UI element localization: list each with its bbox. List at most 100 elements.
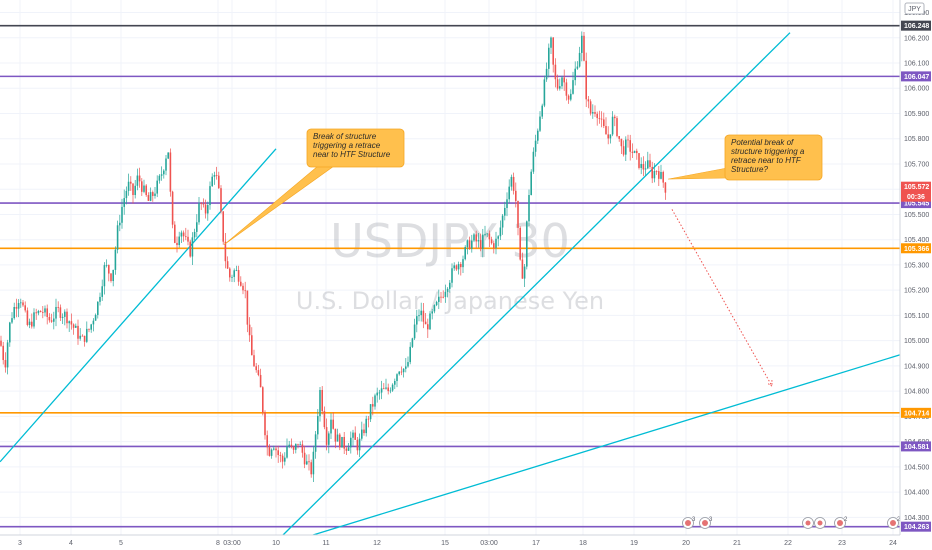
level-tag-label: 105.366 — [904, 246, 929, 253]
watermark-symbol: USDJPY 30 — [330, 214, 570, 268]
candle-body — [22, 302, 24, 306]
candle-body — [171, 191, 174, 225]
candle-body — [163, 170, 165, 175]
candle-body — [484, 234, 486, 235]
candle-body — [493, 243, 495, 248]
candle-body — [160, 174, 163, 176]
candle-body — [9, 322, 11, 343]
level-tag — [901, 243, 931, 254]
candle-body — [15, 307, 18, 309]
candle-body — [37, 311, 40, 314]
candle-body — [622, 146, 625, 155]
horizontal-levels — [0, 24, 900, 528]
candle-body — [28, 321, 31, 325]
candle-body — [257, 370, 260, 375]
candle-body — [61, 316, 64, 318]
candle-body — [378, 392, 381, 394]
candle-body — [411, 338, 414, 347]
candle-body — [242, 285, 244, 291]
candle-body — [512, 176, 515, 191]
time-axis[interactable]: 3 4 5 8 03:00 10 11 12 15 03:00 17 18 19 20 21 22 23 24 — [0, 534, 932, 550]
candle-body — [281, 455, 284, 462]
candle-body — [64, 311, 66, 317]
candle-body — [114, 249, 117, 270]
candle-body — [457, 264, 460, 270]
candle-body — [266, 435, 268, 448]
candle-body — [347, 447, 350, 451]
candle-body — [306, 461, 308, 465]
candle-body — [39, 311, 42, 312]
candle-body — [198, 203, 200, 223]
candle-body — [407, 362, 409, 367]
candle-body — [17, 303, 20, 309]
callout-text: Break of structure — [313, 132, 377, 141]
candle-body — [446, 288, 449, 292]
event-count: 2 — [844, 517, 848, 523]
candle-body — [468, 240, 471, 249]
candle-body — [501, 215, 504, 228]
level-tag — [901, 198, 931, 209]
candle-body — [279, 455, 282, 456]
last-price-label: 105.572 — [904, 184, 929, 191]
projection-arrow — [671, 209, 773, 387]
candle-body — [72, 324, 75, 328]
callout-text: Structure? — [731, 165, 768, 174]
candle-body — [649, 160, 651, 167]
candle-body — [301, 444, 304, 453]
candle-body — [240, 281, 242, 286]
candle-body — [453, 265, 455, 269]
level-tag-label: 106.248 — [904, 23, 929, 30]
candle-body — [284, 457, 286, 462]
candle-body — [462, 259, 464, 268]
price-tick-label: 105.000 — [904, 338, 929, 345]
candle-body — [299, 444, 301, 446]
candle-body — [328, 433, 330, 445]
candle-body — [130, 181, 132, 184]
candle-body — [420, 310, 422, 316]
candle-body — [288, 444, 290, 447]
candle-body — [510, 176, 513, 187]
event-badges: 3 3 2 2 — [682, 517, 901, 529]
candles — [0, 31, 667, 482]
candle-body — [290, 444, 293, 447]
time-tick-label: 24 — [889, 540, 897, 547]
candle-body — [50, 320, 53, 322]
candle-body — [174, 224, 176, 243]
candle-body — [631, 151, 634, 153]
candle-body — [253, 355, 255, 367]
candle-body — [396, 374, 398, 382]
candle-body — [136, 175, 139, 186]
event-count: 3 — [692, 517, 696, 523]
level-tag-label: 104.714 — [904, 410, 929, 417]
candle-body — [312, 451, 315, 475]
candle-body — [495, 238, 497, 248]
candle-body — [506, 199, 508, 208]
candle-body — [169, 152, 172, 192]
candle-body — [365, 418, 367, 434]
trendline — [312, 352, 906, 536]
candle-body — [24, 305, 26, 311]
candle-body — [31, 321, 33, 327]
candle-body — [424, 321, 427, 325]
candle-body — [11, 318, 13, 323]
candle-body — [607, 134, 609, 139]
candle-body — [275, 448, 277, 451]
candle-body — [33, 312, 35, 327]
candle-body — [418, 315, 420, 317]
price-tick-label: 106.000 — [904, 86, 929, 93]
candle-body — [543, 79, 546, 106]
candle-body — [226, 261, 229, 269]
time-tick-label: 20 — [682, 540, 690, 547]
candle-body — [94, 314, 97, 321]
price-axis[interactable]: 106.300106.200106.100106.000105.900105.8… — [899, 0, 932, 535]
trendline — [282, 32, 791, 536]
candle-body — [259, 374, 262, 388]
candle-body — [189, 241, 191, 257]
level-tag-label: 104.581 — [904, 444, 929, 451]
candle-body — [530, 171, 532, 196]
candle-body — [394, 381, 396, 385]
currency-badge[interactable]: JPY — [904, 2, 925, 15]
candle-body — [594, 112, 596, 114]
candle-body — [442, 296, 444, 298]
